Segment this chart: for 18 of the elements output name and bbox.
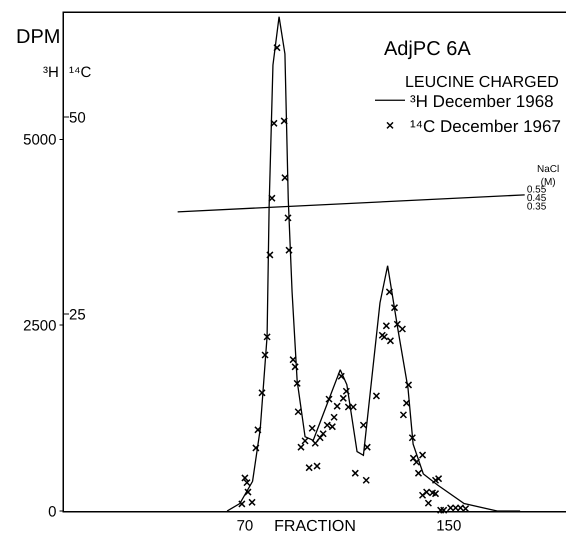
y3-tick-label: 0.55 [526,184,547,196]
y-tick-label: 0 [48,503,56,520]
x-tick-label: 70 [236,518,254,534]
y3-tick-label: 0.35 [526,201,547,212]
x-tick-label: 150 [436,518,462,534]
legend-label: ³H December 1968 [410,92,554,111]
y-tick-label: 5000 [23,132,56,149]
x-axis-title: FRACTION [274,518,356,535]
y2-tick-label: 25 [69,306,86,324]
y2-tick-label: 50 [69,109,86,126]
y2-axis-title: ¹⁴C [69,64,92,81]
y-axis-title: ³H [43,64,59,81]
legend-label: ¹⁴C December 1967 [410,117,561,136]
text: DPM [16,26,60,48]
text: LEUCINE CHARGED [405,74,559,91]
y3-tick-label: 0.45 [526,192,547,204]
text: AdjPC 6A [384,38,472,60]
y-tick-label: 2500 [23,317,56,334]
